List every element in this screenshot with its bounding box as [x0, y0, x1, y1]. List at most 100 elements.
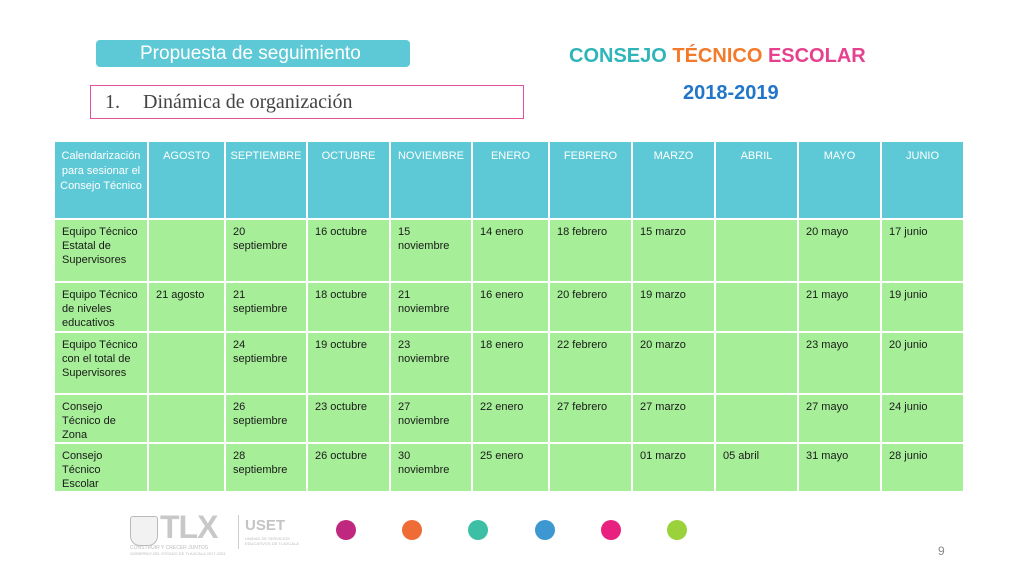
date-cell: 27 febrero [548, 393, 633, 444]
date-cell [147, 218, 226, 283]
date-cell: 15 marzo [631, 218, 716, 283]
column-header-month: OCTUBRE [306, 140, 391, 220]
date-cell: 14 enero [471, 218, 550, 283]
footer-logos: TLX CONSTRUIR Y CRECER JUNTOS GOBIERNO D… [130, 509, 310, 556]
date-cell: 21 septiembre [224, 281, 308, 333]
column-header-month: FEBRERO [548, 140, 633, 220]
date-cell: 21 agosto [147, 281, 226, 333]
date-cell: 20 febrero [548, 281, 633, 333]
column-header-month: MAYO [797, 140, 882, 220]
tlx-government-line: GOBIERNO DEL ESTADO DE TLAXCALA 2017-202… [130, 551, 226, 556]
pink-dot [601, 520, 621, 540]
table-body: Equipo Técnico Estatal de Supervisores 20… [53, 218, 965, 493]
heading-word-2: TÉCNICO [672, 45, 763, 67]
date-cell [548, 442, 633, 493]
logo-divider [238, 515, 239, 549]
date-cell: 19 junio [880, 281, 965, 333]
table-row: Equipo Técnico de niveles educativos 21 a… [53, 281, 965, 333]
date-cell: 28 junio [880, 442, 965, 493]
table-header-row: Calendarización para sesionar el Consejo… [53, 140, 965, 220]
row-label-cell: Consejo Técnico de Zona [53, 393, 149, 444]
column-header-month: NOVIEMBRE [389, 140, 473, 220]
green-dot [667, 520, 687, 540]
date-cell: 23 mayo [797, 331, 882, 395]
date-cell: 19 octubre [306, 331, 391, 395]
column-header-month: JUNIO [880, 140, 965, 220]
date-cell: 24 junio [880, 393, 965, 444]
row-label-cell: Equipo Técnico Estatal de Supervisores [53, 218, 149, 283]
heading-word-1: CONSEJO [569, 45, 667, 67]
date-cell: 16 octubre [306, 218, 391, 283]
column-header-month: SEPTIEMBRE [224, 140, 308, 220]
column-header-calendar: Calendarización para sesionar el Consejo… [53, 140, 149, 220]
table-row: Consejo Técnico Escolar 28 septiembre 26 o… [53, 442, 965, 493]
date-cell: 16 enero [471, 281, 550, 333]
subtitle-text: Propuesta de seguimiento [140, 43, 361, 64]
date-cell [714, 218, 799, 283]
row-label-cell: Consejo Técnico Escolar [53, 442, 149, 493]
date-cell: 26 octubre [306, 442, 391, 493]
column-header-month: AGOSTO [147, 140, 226, 220]
tlx-logo: TLX [160, 509, 218, 545]
date-cell: 05 abril [714, 442, 799, 493]
uset-logo: USET [245, 517, 286, 534]
table-row: Equipo Técnico con el total de Superviso… [53, 331, 965, 395]
date-cell: 18 febrero [548, 218, 633, 283]
date-cell: 25 enero [471, 442, 550, 493]
date-cell: 27 noviembre [389, 393, 473, 444]
school-year: 2018-2019 [683, 82, 779, 104]
main-heading: CONSEJO TÉCNICO ESCOLAR [569, 45, 929, 68]
column-header-month: ENERO [471, 140, 550, 220]
row-label-cell: Equipo Técnico de niveles educativos [53, 281, 149, 333]
uset-subtitle-2: EDUCATIVOS DE TLAXCALA [245, 541, 299, 546]
date-cell [714, 281, 799, 333]
date-cell: 17 junio [880, 218, 965, 283]
date-cell: 21 noviembre [389, 281, 473, 333]
date-cell: 21 mayo [797, 281, 882, 333]
date-cell: 22 enero [471, 393, 550, 444]
coat-of-arms-icon [130, 516, 158, 546]
section-heading-box: 1. Dinámica de organización [90, 85, 524, 119]
date-cell: 30 noviembre [389, 442, 473, 493]
date-cell: 26 septiembre [224, 393, 308, 444]
date-cell: 24 septiembre [224, 331, 308, 395]
date-cell: 22 febrero [548, 331, 633, 395]
date-cell: 20 mayo [797, 218, 882, 283]
date-cell [147, 393, 226, 444]
date-cell: 27 mayo [797, 393, 882, 444]
date-cell: 31 mayo [797, 442, 882, 493]
tlx-tagline: CONSTRUIR Y CRECER JUNTOS [130, 545, 209, 551]
date-cell: 18 octubre [306, 281, 391, 333]
page-number: 9 [938, 544, 945, 558]
blue-dot [535, 520, 555, 540]
date-cell: 27 marzo [631, 393, 716, 444]
column-header-month: MARZO [631, 140, 716, 220]
table-row: Equipo Técnico Estatal de Supervisores 20… [53, 218, 965, 283]
section-title: Dinámica de organización [143, 91, 353, 113]
date-cell [147, 331, 226, 395]
date-cell: 19 marzo [631, 281, 716, 333]
date-cell [147, 442, 226, 493]
date-cell [714, 331, 799, 395]
date-cell: 18 enero [471, 331, 550, 395]
teal-dot [468, 520, 488, 540]
subtitle-banner: Propuesta de seguimiento [96, 40, 410, 67]
magenta-dot [336, 520, 356, 540]
date-cell: 20 septiembre [224, 218, 308, 283]
calendar-table: Calendarización para sesionar el Consejo… [53, 140, 965, 493]
date-cell: 20 junio [880, 331, 965, 395]
date-cell: 28 septiembre [224, 442, 308, 493]
date-cell: 23 noviembre [389, 331, 473, 395]
date-cell: 23 octubre [306, 393, 391, 444]
section-number: 1. [105, 91, 120, 113]
heading-word-3: ESCOLAR [767, 45, 866, 67]
date-cell [714, 393, 799, 444]
column-header-month: ABRIL [714, 140, 799, 220]
date-cell: 20 marzo [631, 331, 716, 395]
date-cell: 01 marzo [631, 442, 716, 493]
date-cell: 15 noviembre [389, 218, 473, 283]
table-row: Consejo Técnico de Zona 26 septiembre 23 o… [53, 393, 965, 444]
row-label-cell: Equipo Técnico con el total de Superviso… [53, 331, 149, 395]
orange-dot [402, 520, 422, 540]
uset-subtitle-1: UNIDAD DE SERVICIOS [245, 536, 290, 541]
